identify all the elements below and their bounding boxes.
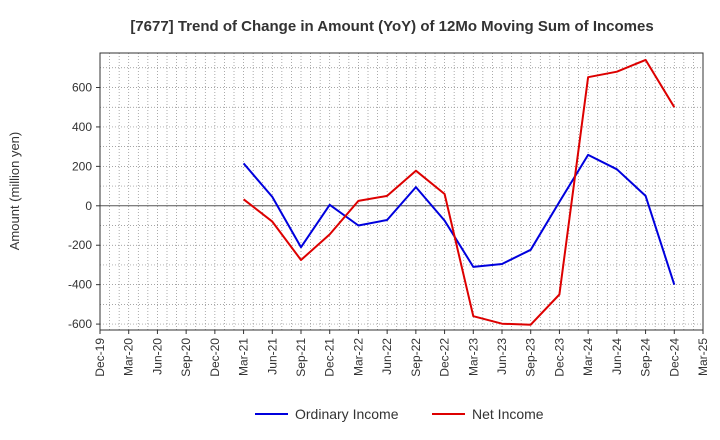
y-tick-label: -200	[68, 238, 92, 252]
x-tick-label: Sep-21	[294, 338, 308, 377]
plot-frame	[99, 52, 704, 331]
x-tick-label: Jun-24	[610, 338, 624, 375]
x-tick-label: Jun-21	[265, 338, 279, 375]
legend-label: Ordinary Income	[295, 406, 399, 422]
x-tick-label: Mar-25	[696, 338, 710, 376]
x-tick-label: Sep-22	[409, 338, 423, 377]
chart-title: [7677] Trend of Change in Amount (YoY) o…	[130, 18, 653, 35]
x-tick-label: Dec-19	[93, 338, 107, 377]
plot-background	[100, 53, 703, 330]
x-tick-label: Mar-23	[466, 338, 480, 376]
x-tick-label: Mar-24	[581, 338, 595, 376]
y-tick-label: 0	[85, 199, 92, 213]
y-tick-label: -400	[68, 278, 92, 292]
x-tick-label: Dec-24	[667, 338, 681, 377]
x-tick-label: Sep-24	[639, 338, 653, 377]
x-tick-label: Mar-22	[351, 338, 365, 376]
y-tick-label: 600	[72, 81, 92, 95]
x-tick-label: Sep-20	[179, 338, 193, 377]
x-tick-label: Jun-22	[380, 338, 394, 375]
x-tick-label: Dec-21	[323, 338, 337, 377]
plot-area: -600 -400 -200 0 200 400 600 Dec-19 Mar-20 Jun-20…	[68, 52, 710, 422]
y-tick-label: 200	[72, 159, 92, 173]
x-tick-label: Dec-20	[208, 338, 222, 377]
x-tick-label: Jun-20	[150, 338, 164, 375]
x-tick-label: Sep-23	[524, 338, 538, 377]
x-tick-label: Jun-23	[495, 338, 509, 375]
legend-label: Net Income	[472, 406, 544, 422]
x-tick-label: Mar-21	[237, 338, 251, 376]
x-tick-label: Dec-23	[552, 338, 566, 377]
y-axis-label: Amount (million yen)	[7, 132, 22, 251]
series-line-net-income	[242, 58, 676, 326]
y-tick-label: 400	[72, 120, 92, 134]
x-tick-label: Mar-20	[122, 338, 136, 376]
series-line-ordinary-income	[242, 153, 676, 286]
x-tick-label: Dec-22	[438, 338, 452, 377]
y-tick-label: -600	[68, 317, 92, 331]
